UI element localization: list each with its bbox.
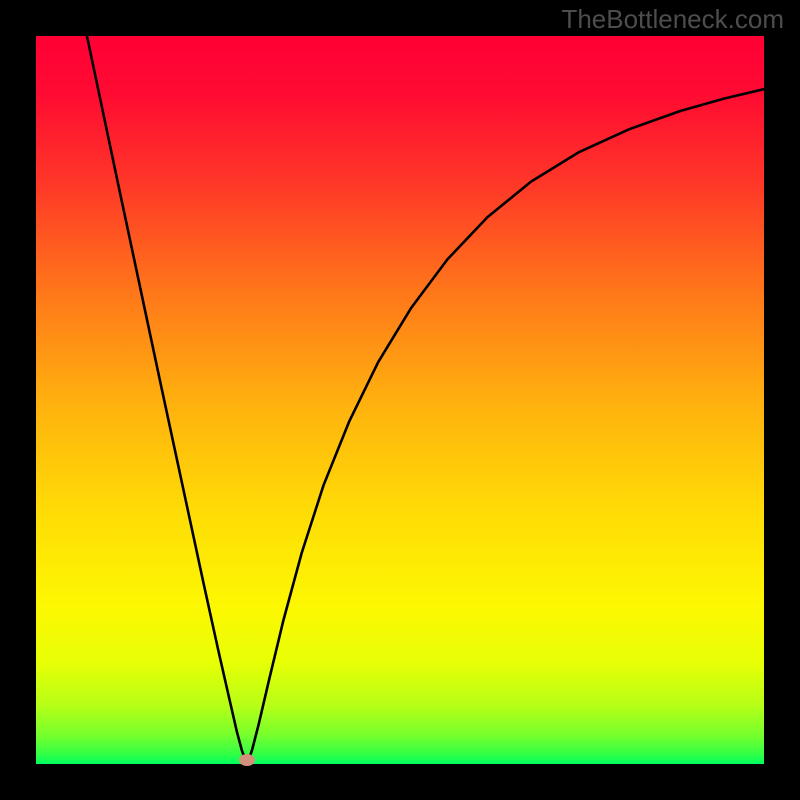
plot-area: [36, 36, 764, 764]
bottleneck-curve: [36, 36, 764, 764]
optimal-point-marker: [239, 754, 255, 766]
chart-container: TheBottleneck.com: [0, 0, 800, 800]
watermark-text: TheBottleneck.com: [561, 4, 784, 35]
